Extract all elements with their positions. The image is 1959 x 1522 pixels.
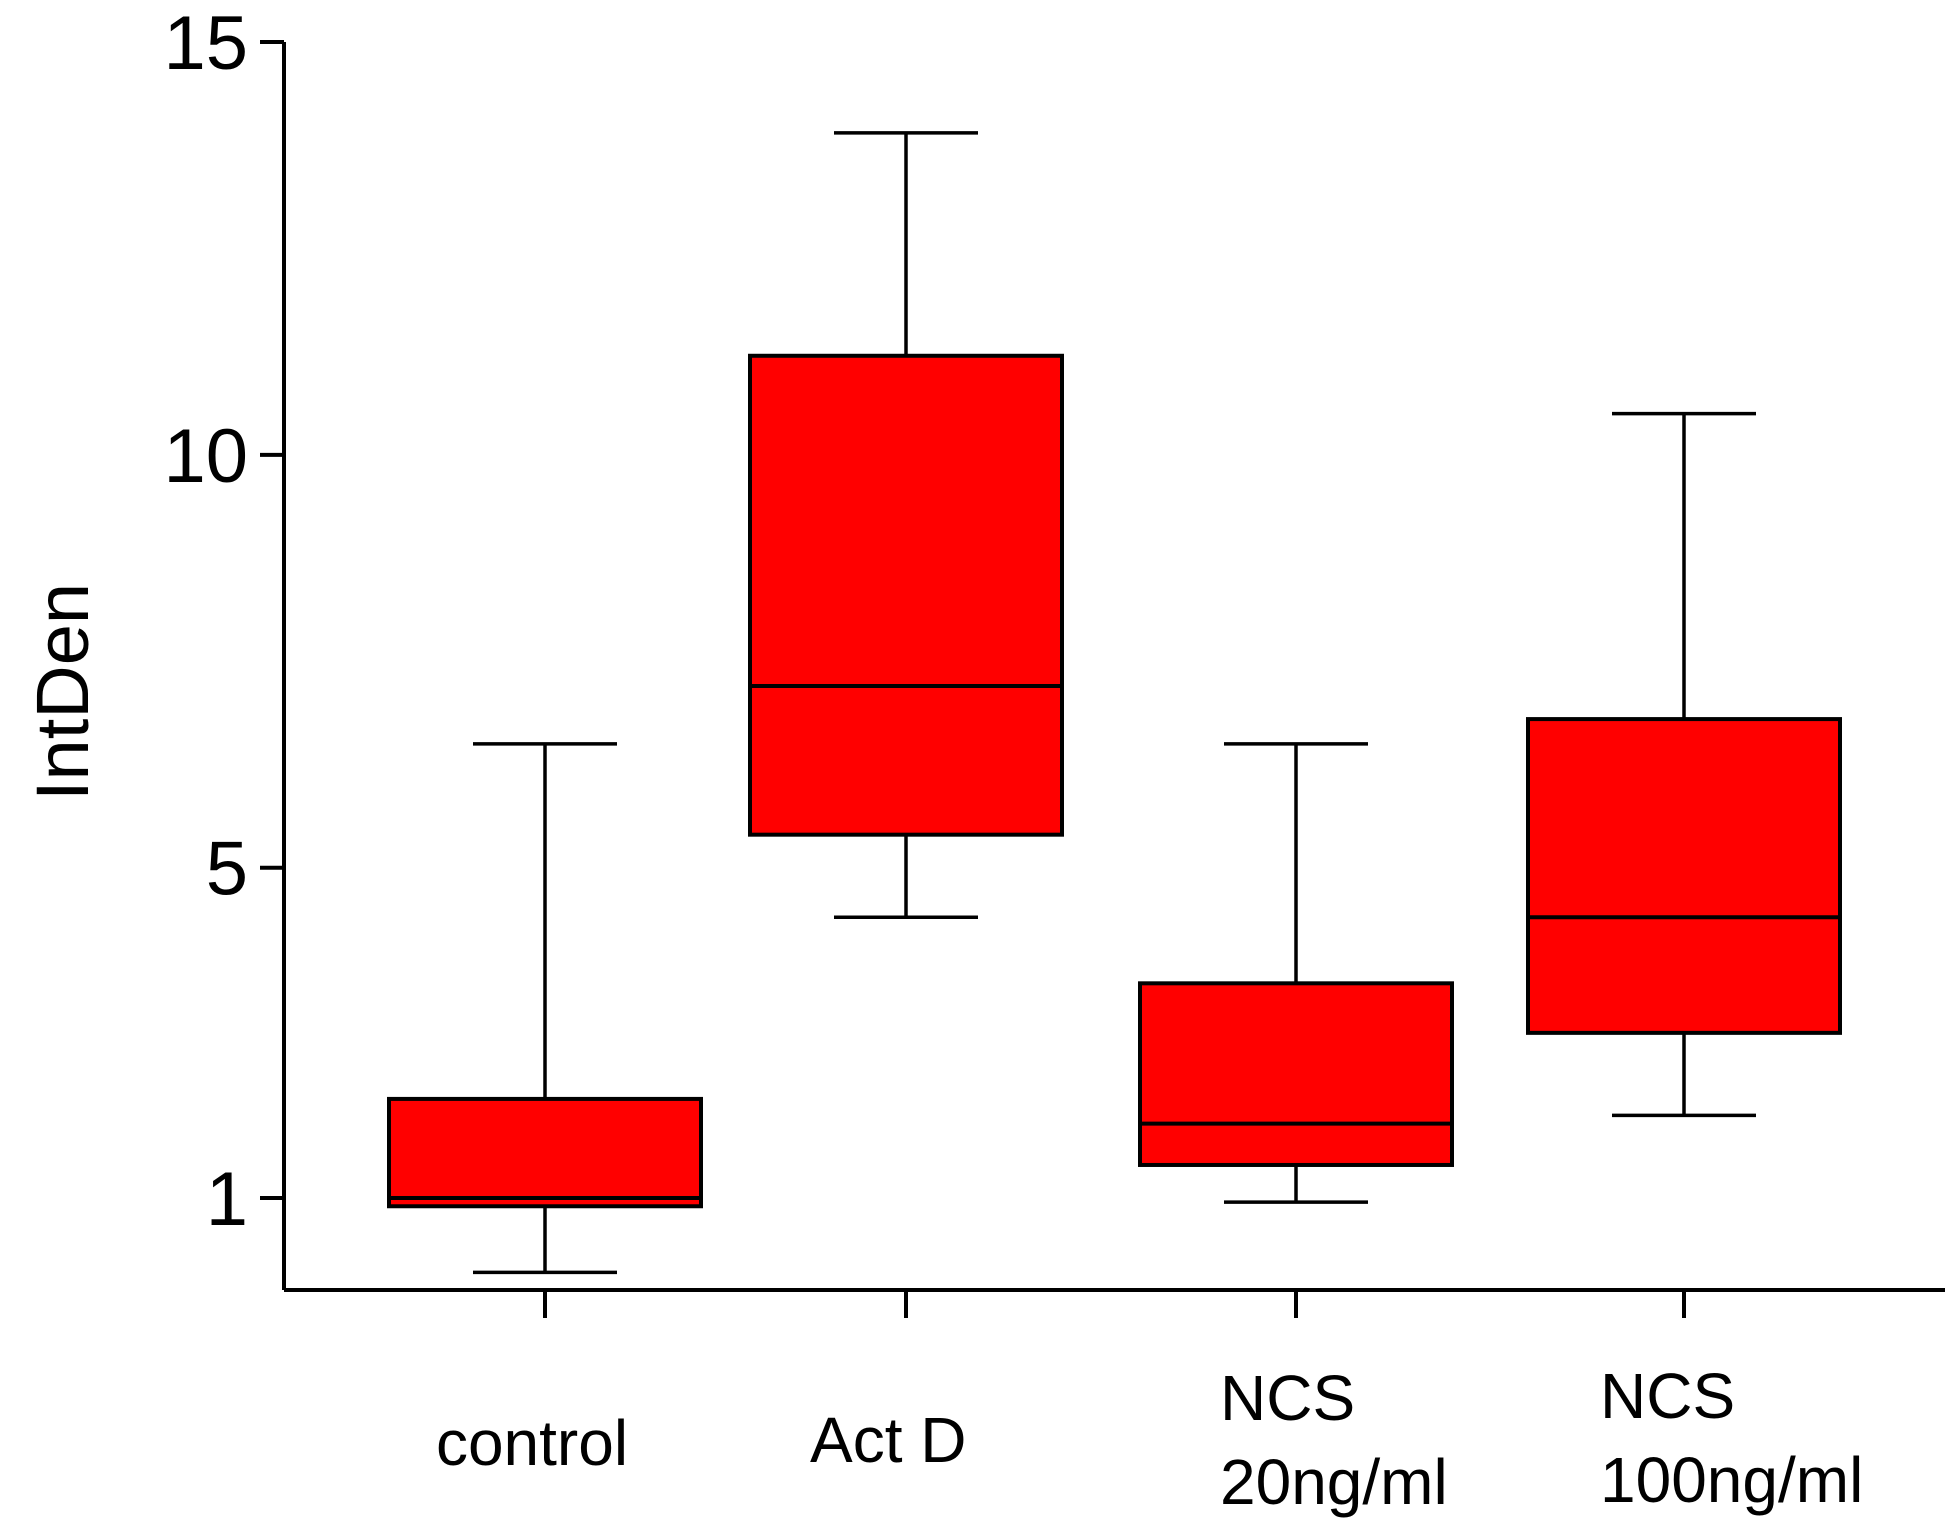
boxes bbox=[387, 131, 1842, 1275]
iqr-box bbox=[748, 353, 1064, 837]
category-label-line: control bbox=[436, 1407, 628, 1479]
category-label: NCS 20ng/ml bbox=[1220, 1362, 1448, 1518]
y-tick-label: 1 bbox=[206, 1157, 248, 1242]
category-label-line: NCS bbox=[1600, 1360, 1735, 1432]
box-group bbox=[1138, 742, 1454, 1204]
axes bbox=[282, 42, 1945, 1292]
box-group bbox=[387, 742, 703, 1275]
x-axis-ticks bbox=[543, 1290, 1686, 1318]
category-label: control bbox=[436, 1407, 628, 1479]
y-axis-title: IntDen bbox=[21, 583, 104, 801]
category-label: Act D bbox=[810, 1404, 966, 1476]
box-group bbox=[1526, 411, 1842, 1118]
y-tick-label: 15 bbox=[163, 1, 248, 86]
iqr-box bbox=[1138, 981, 1454, 1167]
category-label: NCS 100ng/ml bbox=[1600, 1360, 1863, 1516]
x-axis-labels: control Act D NCS 20ng/ml NCS 100ng/ml bbox=[436, 1360, 1863, 1518]
iqr-box bbox=[1526, 717, 1842, 1035]
category-label-line: 100ng/ml bbox=[1600, 1444, 1863, 1516]
y-tick-label: 10 bbox=[163, 414, 248, 499]
category-label-line: NCS bbox=[1220, 1362, 1355, 1434]
category-label-line: Act D bbox=[810, 1404, 966, 1476]
category-label-line: 20ng/ml bbox=[1220, 1446, 1448, 1518]
y-tick-label: 5 bbox=[206, 827, 248, 912]
iqr-box bbox=[387, 1096, 703, 1209]
box-group bbox=[748, 131, 1064, 920]
